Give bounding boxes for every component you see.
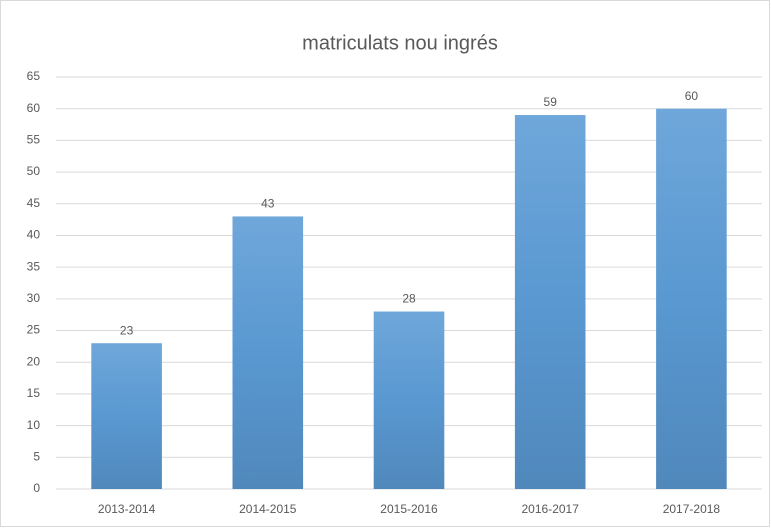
- bar: [91, 343, 162, 489]
- y-tick-label: 45: [27, 196, 41, 210]
- y-tick-label: 35: [27, 259, 41, 273]
- bar: [232, 216, 304, 489]
- y-tick-label: 40: [27, 228, 41, 242]
- bar: [656, 108, 727, 489]
- x-tick-label: 2013-2014: [98, 502, 156, 516]
- y-tick-label: 25: [27, 323, 41, 337]
- y-tick-label: 5: [33, 449, 40, 463]
- bar: [514, 115, 586, 490]
- data-label: 59: [544, 95, 558, 109]
- x-tick-label: 2015-2016: [380, 502, 438, 516]
- x-tick-label: 2014-2015: [239, 502, 297, 516]
- bar: [373, 311, 445, 489]
- chart-title: matriculats nou ingrés: [302, 32, 498, 54]
- y-tick-label: 50: [27, 164, 41, 178]
- y-tick-label: 10: [27, 418, 41, 432]
- y-tick-label: 55: [27, 133, 41, 147]
- data-label: 43: [261, 197, 275, 211]
- y-tick-label: 65: [27, 69, 41, 83]
- y-tick-label: 15: [27, 386, 41, 400]
- data-label: 23: [120, 323, 134, 337]
- y-tick-label: 60: [27, 101, 41, 115]
- y-tick-label: 0: [33, 481, 40, 495]
- data-label: 60: [685, 89, 699, 103]
- x-tick-label: 2017-2018: [663, 502, 721, 516]
- x-tick-label: 2016-2017: [522, 502, 580, 516]
- y-tick-label: 30: [27, 291, 41, 305]
- data-label: 28: [402, 292, 416, 306]
- y-tick-label: 20: [27, 354, 41, 368]
